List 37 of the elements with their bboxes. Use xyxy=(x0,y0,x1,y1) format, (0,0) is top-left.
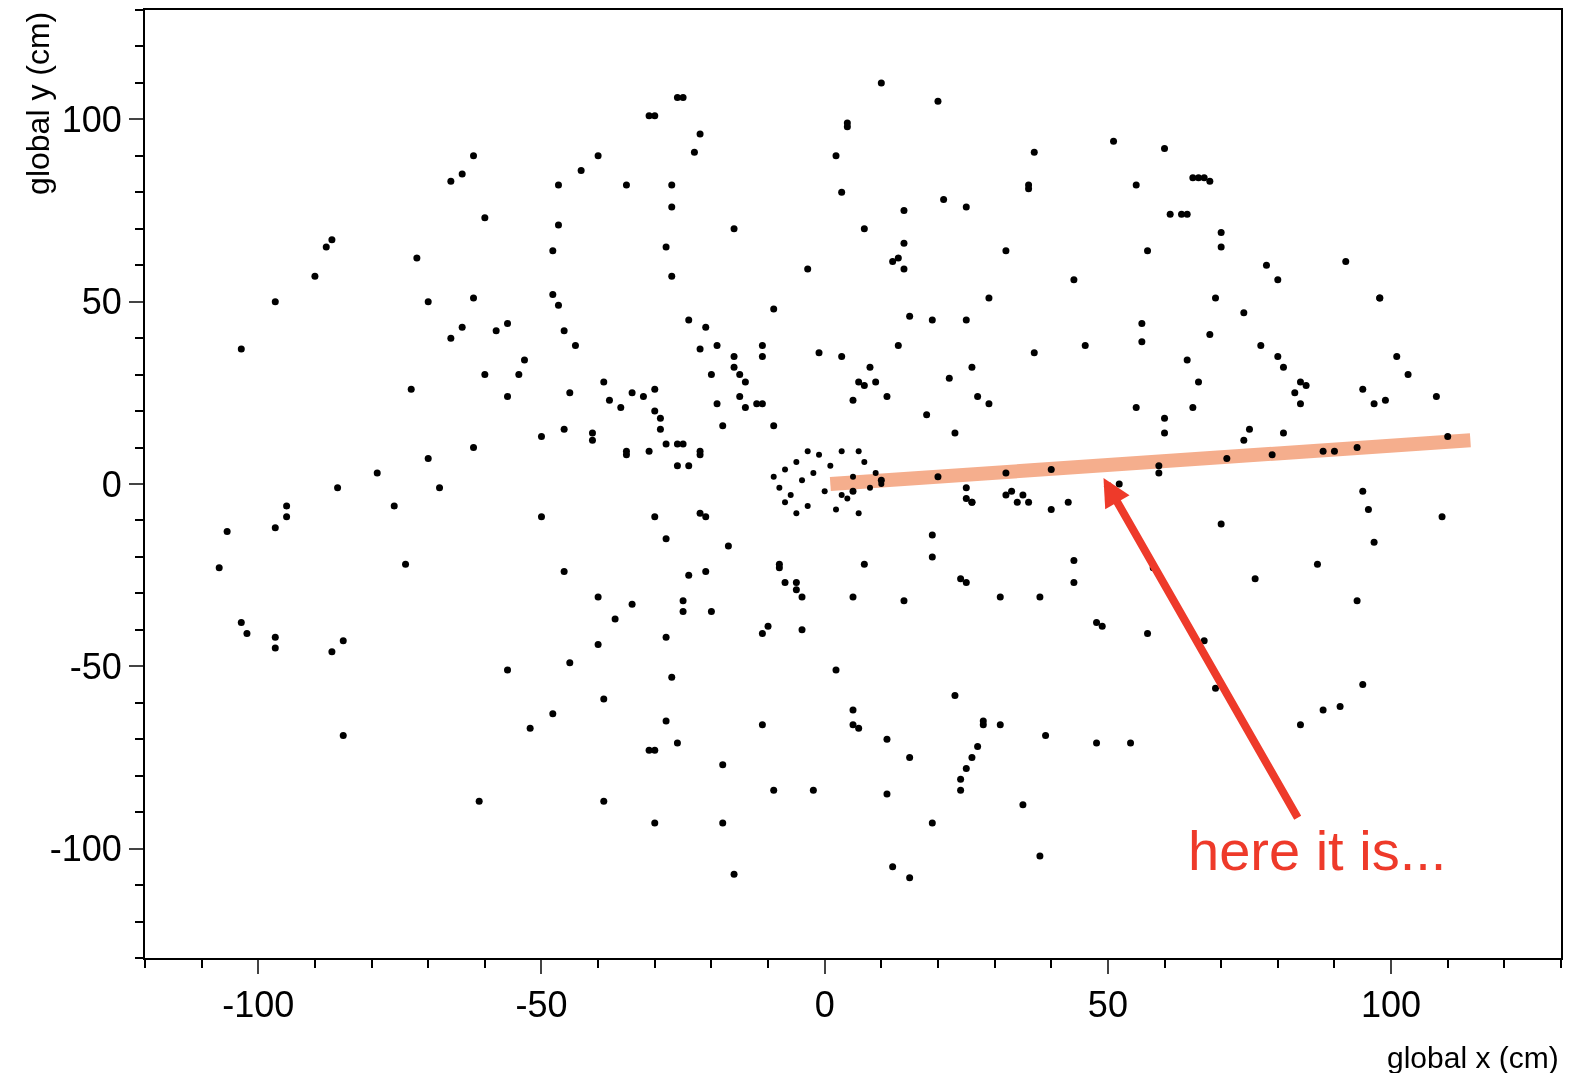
point xyxy=(878,481,885,487)
point xyxy=(804,448,811,455)
point xyxy=(838,491,845,498)
point xyxy=(770,473,777,480)
x-tick-label: 0 xyxy=(814,984,835,1026)
point xyxy=(872,470,879,477)
point xyxy=(821,488,828,495)
x-tick-label: -50 xyxy=(515,984,568,1026)
point xyxy=(850,473,856,480)
point xyxy=(855,448,862,455)
point xyxy=(810,470,817,477)
point xyxy=(782,466,789,473)
x-tick-label: 50 xyxy=(1087,984,1128,1026)
point xyxy=(782,499,789,506)
point xyxy=(816,451,823,458)
y-tick-label: -50 xyxy=(69,645,122,687)
y-tick-label: 50 xyxy=(81,281,122,323)
point xyxy=(787,491,794,498)
point xyxy=(866,484,873,491)
point xyxy=(844,495,851,502)
y-tick-label: -100 xyxy=(49,828,122,870)
point xyxy=(799,477,806,484)
point xyxy=(855,510,862,517)
point xyxy=(838,448,845,455)
point xyxy=(804,502,811,509)
point xyxy=(793,510,800,517)
point xyxy=(793,459,800,466)
x-tick-label: 100 xyxy=(1361,984,1422,1026)
y-tick-label: 0 xyxy=(101,463,122,505)
x-tick-label: -100 xyxy=(222,984,295,1026)
point xyxy=(833,506,840,513)
point xyxy=(861,459,868,466)
point xyxy=(827,462,834,469)
y-tick-label: 100 xyxy=(61,98,122,140)
y-axis-title: global y (cm) xyxy=(19,11,56,195)
annotation: here it is... xyxy=(1188,819,1447,882)
point xyxy=(776,484,783,491)
